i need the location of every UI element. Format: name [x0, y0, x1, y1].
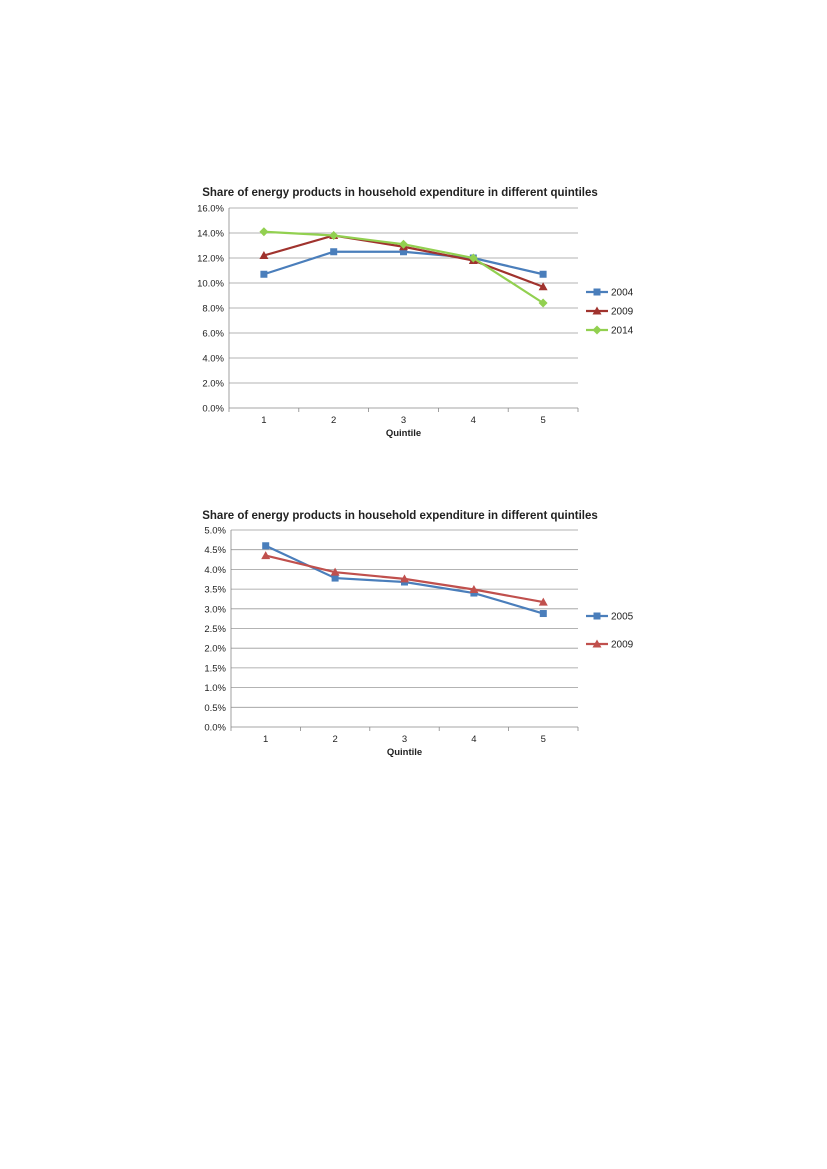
legend-marker-2009	[592, 306, 602, 315]
legend-label-2014: 2014	[611, 326, 634, 337]
data-point-2009	[469, 584, 479, 593]
data-point-2014	[399, 239, 408, 249]
x-tick-label: 1	[261, 415, 266, 426]
legend-label-2004: 2004	[611, 288, 634, 299]
y-tick-label: 16.0%	[197, 204, 224, 215]
y-tick-label: 1.0%	[204, 683, 226, 694]
x-tick-label: 5	[540, 415, 545, 426]
data-point-2004	[260, 270, 268, 278]
data-point-2004	[539, 270, 547, 278]
legend-marker-2004	[593, 288, 601, 296]
data-point-2009	[261, 551, 271, 560]
y-tick-label: 2.0%	[202, 379, 224, 390]
y-tick-label: 10.0%	[197, 279, 224, 290]
x-tick-label: 5	[541, 734, 546, 745]
y-tick-label: 1.5%	[204, 663, 226, 674]
data-point-2014	[259, 227, 269, 237]
chart-energy-share-2005-2009: Share of energy products in household ex…	[190, 505, 633, 767]
y-tick-label: 2.0%	[204, 644, 226, 655]
data-point-2014	[329, 231, 339, 240]
chart-title: Share of energy products in household ex…	[202, 510, 598, 522]
y-tick-label: 0.5%	[204, 703, 226, 714]
y-tick-label: 4.5%	[204, 545, 226, 556]
x-tick-label: 1	[263, 734, 268, 745]
chart-energy-share-2004-2014: Share of energy products in household ex…	[190, 182, 634, 450]
y-tick-label: 3.0%	[204, 604, 226, 615]
data-point-2014	[468, 253, 478, 263]
data-point-2005	[262, 542, 270, 550]
y-tick-label: 5.0%	[204, 526, 226, 537]
legend-label-2009: 2009	[611, 307, 634, 318]
data-point-2014	[538, 298, 548, 308]
data-point-2005	[539, 610, 547, 618]
data-point-2009	[330, 567, 340, 576]
data-point-2009	[400, 574, 409, 583]
data-point-2004	[400, 248, 407, 256]
data-point-2009	[538, 597, 548, 606]
y-tick-label: 0.0%	[202, 404, 224, 415]
x-tick-label: 2	[331, 415, 336, 426]
y-tick-label: 6.0%	[202, 329, 224, 340]
y-tick-label: 8.0%	[202, 304, 224, 315]
data-point-2009	[538, 282, 548, 291]
y-tick-label: 3.5%	[204, 585, 226, 596]
legend-marker-2014	[592, 325, 602, 335]
y-tick-label: 4.0%	[202, 354, 224, 365]
x-tick-label: 4	[471, 734, 476, 745]
y-tick-label: 2.5%	[204, 624, 226, 635]
x-tick-label: 3	[401, 415, 406, 426]
chart-title: Share of energy products in household ex…	[202, 187, 598, 199]
legend-label-2009: 2009	[611, 640, 634, 651]
y-tick-label: 12.0%	[197, 254, 224, 265]
legend-marker-2005	[593, 612, 601, 620]
x-tick-label: 4	[471, 415, 476, 426]
chart-svg: 0.0% 0.5% 1.0% 1.5% 2.0% 2.5% 3.0% 3.5% 4.0% 4.5%…	[204, 526, 633, 759]
y-tick-label: 4.0%	[204, 565, 226, 576]
data-point-2005	[331, 574, 339, 582]
data-point-2004	[330, 248, 338, 256]
x-axis-label: Quintile	[386, 428, 421, 439]
legend-marker-2009	[592, 639, 602, 648]
x-axis-label: Quintile	[387, 747, 422, 758]
legend-label-2005: 2005	[611, 612, 634, 623]
chart-svg: 0.0% 2.0% 4.0% 6.0% 8.0% 10.0% 12.0% 14.0% 16.0%…	[197, 204, 634, 440]
x-tick-label: 2	[332, 734, 337, 745]
x-tick-label: 3	[402, 734, 407, 745]
data-point-2009	[259, 251, 269, 259]
y-tick-label: 14.0%	[197, 229, 224, 240]
y-tick-label: 0.0%	[204, 723, 226, 734]
data-point-2005	[470, 589, 478, 597]
